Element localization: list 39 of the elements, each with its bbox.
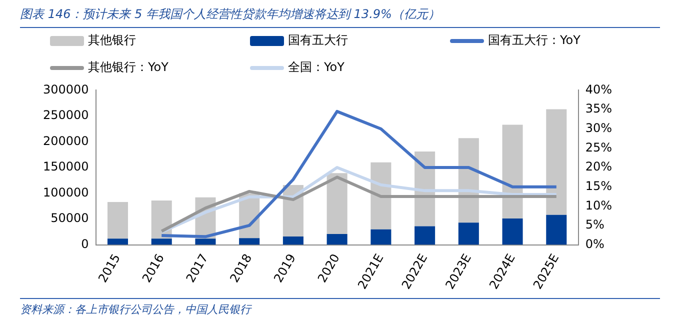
y-tick-label: 100000 <box>42 185 89 200</box>
y2-tick-label: 20% <box>585 160 612 174</box>
y-tick-label: 0 <box>81 236 89 251</box>
bar <box>326 234 348 245</box>
y-tick-label: 200000 <box>42 134 89 148</box>
bar <box>282 236 304 245</box>
bar <box>370 229 392 245</box>
bar <box>370 162 392 230</box>
y2-tick-label: 15% <box>585 178 612 193</box>
y2-tick-label: 35% <box>585 102 612 116</box>
y2-tick-label: 30% <box>585 120 612 135</box>
bar <box>502 218 523 245</box>
text: 资料来源：各上市银行公司公告，中国人民银行 <box>20 298 660 317</box>
bar <box>239 238 260 245</box>
bar <box>107 202 128 239</box>
y-tick-label: 50000 <box>50 211 89 226</box>
y2-tick-label: 5% <box>585 218 604 232</box>
y2-tick-label: 0% <box>585 236 604 251</box>
bar <box>502 124 523 219</box>
y2-tick-label: 10% <box>585 198 612 212</box>
legend-label: 其他银行：YoY <box>88 59 168 76</box>
y-tick-label: 150000 <box>42 160 89 174</box>
bar <box>458 222 479 245</box>
legend-label: 其他银行 <box>88 32 136 49</box>
bar <box>107 238 128 245</box>
legend-label: 国有五大行：YoY <box>488 32 580 49</box>
y2-tick-label: 25% <box>585 140 612 154</box>
chart-title: 图表 146：预计未来 5 年我国个人经营性贷款年均增速将达到 13.9%（亿元） <box>20 6 660 28</box>
legend-label: 国有五大行 <box>288 32 348 49</box>
bar <box>195 238 216 245</box>
y2-tick-label: 40% <box>585 82 612 96</box>
bar <box>546 214 567 245</box>
legend-label: 全国：YoY <box>288 59 344 76</box>
bar <box>414 226 436 245</box>
bar <box>326 173 348 234</box>
y-tick-label: 300000 <box>42 82 89 96</box>
bar <box>546 109 567 215</box>
bar <box>151 238 172 245</box>
y-tick-label: 250000 <box>42 108 89 122</box>
